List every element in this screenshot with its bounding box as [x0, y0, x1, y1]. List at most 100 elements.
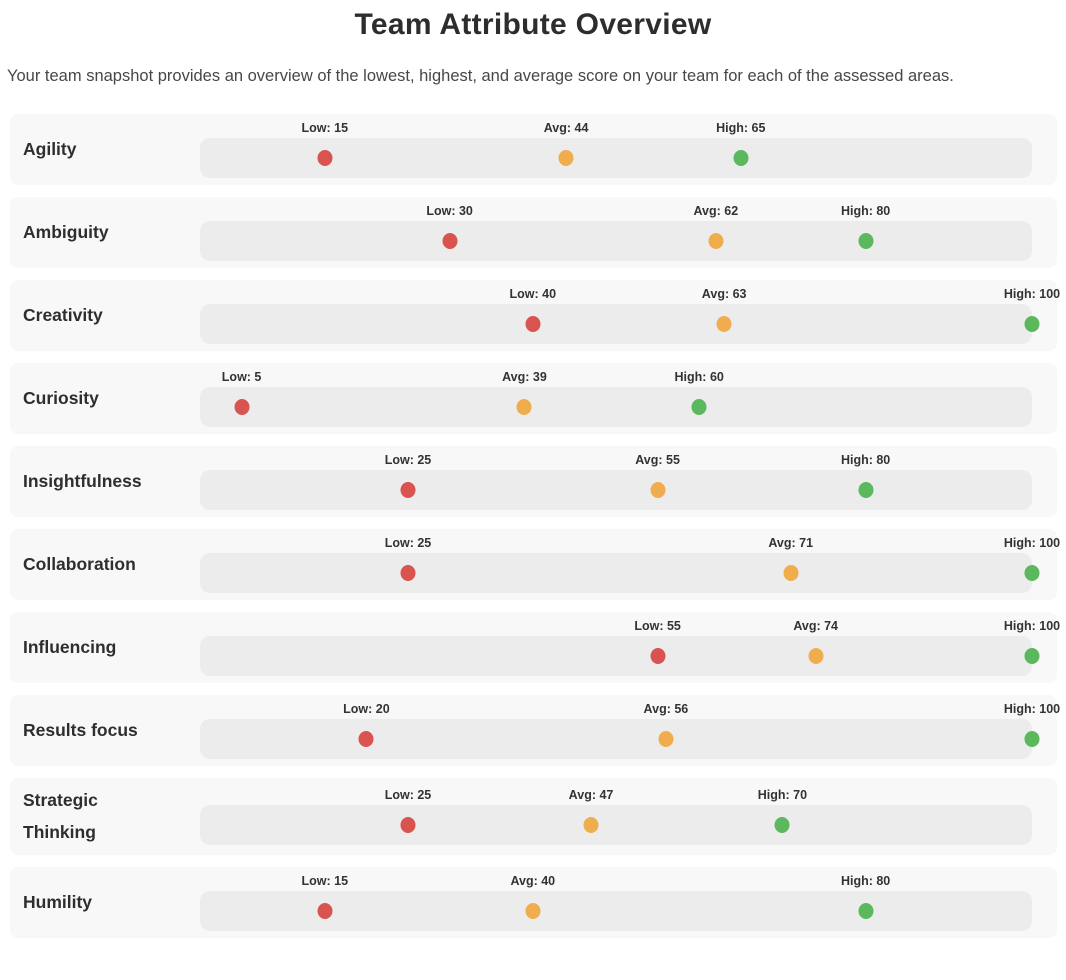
attribute-name: Results focus [23, 719, 138, 740]
marker-labels: Low: 15 Avg: 44 High: 65 [200, 121, 1032, 138]
score-track [200, 387, 1032, 427]
high-score-label: High: 80 [840, 204, 891, 218]
score-track [200, 138, 1032, 178]
low-score-dot [234, 399, 250, 415]
score-track [200, 805, 1032, 845]
attribute-name: Collaboration [23, 553, 136, 574]
low-score-dot [400, 817, 416, 833]
marker-labels: Low: 30 Avg: 62 High: 80 [200, 204, 1032, 221]
score-track [200, 719, 1040, 759]
high-score-label: High: 60 [674, 370, 724, 384]
avg-score-dot [708, 233, 724, 249]
score-track-zone: Low: 25 Avg: 71 High: 100 [200, 536, 1060, 593]
low-score-dot [317, 150, 333, 166]
score-track-zone: Low: 25 Avg: 47 High: 70 [200, 788, 1032, 845]
attribute-row: Collaboration Low: 25 Avg: 71 High: 100 [10, 529, 1060, 600]
score-track-zone: Low: 20 Avg: 56 High: 100 [200, 702, 1060, 759]
marker-labels: Low: 15 Avg: 40 High: 80 [200, 874, 1032, 891]
low-score-dot [650, 648, 666, 664]
attribute-row: Agility Low: 15 Avg: 44 High: 65 [10, 114, 1057, 185]
attribute-row: Ambiguity Low: 30 Avg: 62 High: 80 [10, 197, 1057, 268]
attribute-row: Influencing Low: 55 Avg: 74 High: 100 [10, 612, 1060, 683]
avg-score-dot [650, 482, 666, 498]
low-score-label: Low: 25 [384, 536, 432, 550]
attribute-name: Strategic Thinking [23, 790, 98, 842]
low-score-label: Low: 5 [221, 370, 262, 384]
marker-labels: Low: 20 Avg: 56 High: 100 [200, 702, 1060, 719]
avg-score-label: Avg: 56 [643, 702, 689, 716]
high-score-label: High: 80 [840, 453, 891, 467]
low-score-dot [400, 565, 416, 581]
high-score-label: High: 100 [1003, 619, 1061, 633]
attribute-row: Insightfulness Low: 25 Avg: 55 High: 80 [10, 446, 1057, 517]
avg-score-label: Avg: 39 [502, 370, 547, 384]
low-score-dot [358, 731, 374, 747]
high-score-label: High: 100 [1003, 702, 1061, 716]
team-attribute-overview-page: Team Attribute Overview Your team snapsh… [7, 8, 1061, 938]
avg-score-dot [525, 903, 541, 919]
high-score-label: High: 100 [1003, 536, 1061, 550]
attribute-name: Insightfulness [23, 470, 142, 491]
low-score-label: Low: 15 [301, 121, 349, 135]
avg-score-dot [516, 399, 532, 415]
high-score-dot [858, 903, 874, 919]
attribute-name: Creativity [23, 304, 103, 325]
attribute-name: Influencing [23, 636, 117, 657]
score-track-zone: Low: 15 Avg: 40 High: 80 [200, 874, 1032, 931]
score-track [200, 636, 1040, 676]
attribute-name: Humility [23, 891, 93, 912]
avg-score-label: Avg: 63 [701, 287, 747, 301]
score-track [200, 470, 1032, 510]
high-score-dot [1024, 565, 1040, 581]
low-score-dot [442, 233, 458, 249]
score-track [200, 553, 1040, 593]
high-score-dot [733, 150, 749, 166]
high-score-label: High: 80 [840, 874, 891, 888]
avg-score-dot [808, 648, 824, 664]
attribute-rows: Agility Low: 15 Avg: 44 High: 65 Ambigui… [10, 114, 1061, 938]
score-track [200, 304, 1040, 344]
high-score-label: High: 70 [757, 788, 808, 802]
high-score-dot [774, 817, 790, 833]
avg-score-dot [658, 731, 674, 747]
marker-labels: Low: 25 Avg: 47 High: 70 [200, 788, 1032, 805]
high-score-dot [1024, 316, 1040, 332]
score-track-zone: Low: 25 Avg: 55 High: 80 [200, 453, 1032, 510]
low-score-label: Low: 55 [634, 619, 681, 633]
marker-labels: Low: 5 Avg: 39 High: 60 [200, 370, 1032, 387]
high-score-dot [691, 399, 707, 415]
avg-score-label: Avg: 47 [568, 788, 614, 802]
avg-score-label: Avg: 74 [793, 619, 839, 633]
attribute-row: Creativity Low: 40 Avg: 63 High: 100 [10, 280, 1061, 351]
page-title: Team Attribute Overview [354, 8, 712, 41]
avg-score-label: Avg: 62 [693, 204, 739, 218]
score-track-zone: Low: 30 Avg: 62 High: 80 [200, 204, 1032, 261]
attribute-name: Agility [23, 138, 77, 159]
low-score-label: Low: 40 [509, 287, 557, 301]
attribute-name: Ambiguity [23, 221, 109, 242]
score-track-zone: Low: 40 Avg: 63 High: 100 [200, 287, 1061, 344]
high-score-dot [1024, 731, 1040, 747]
avg-score-label: Avg: 55 [635, 453, 680, 467]
score-track [200, 221, 1032, 261]
page-description: Your team snapshot provides an overview … [7, 67, 954, 85]
low-score-dot [525, 316, 541, 332]
high-score-dot [1024, 648, 1040, 664]
marker-labels: Low: 40 Avg: 63 High: 100 [200, 287, 1061, 304]
low-score-label: Low: 20 [343, 702, 390, 716]
avg-score-dot [716, 316, 732, 332]
high-score-label: High: 65 [716, 121, 766, 135]
low-score-dot [317, 903, 333, 919]
avg-score-dot [558, 150, 574, 166]
avg-score-label: Avg: 44 [543, 121, 589, 135]
low-score-label: Low: 30 [426, 204, 473, 218]
score-track [200, 891, 1032, 931]
score-track-zone: Low: 55 Avg: 74 High: 100 [200, 619, 1060, 676]
attribute-row: Curiosity Low: 5 Avg: 39 High: 60 [10, 363, 1057, 434]
attribute-row: Results focus Low: 20 Avg: 56 High: 100 [10, 695, 1060, 766]
low-score-label: Low: 15 [301, 874, 349, 888]
avg-score-label: Avg: 40 [510, 874, 556, 888]
attribute-name: Curiosity [23, 387, 99, 408]
avg-score-dot [783, 565, 799, 581]
high-score-dot [858, 233, 874, 249]
